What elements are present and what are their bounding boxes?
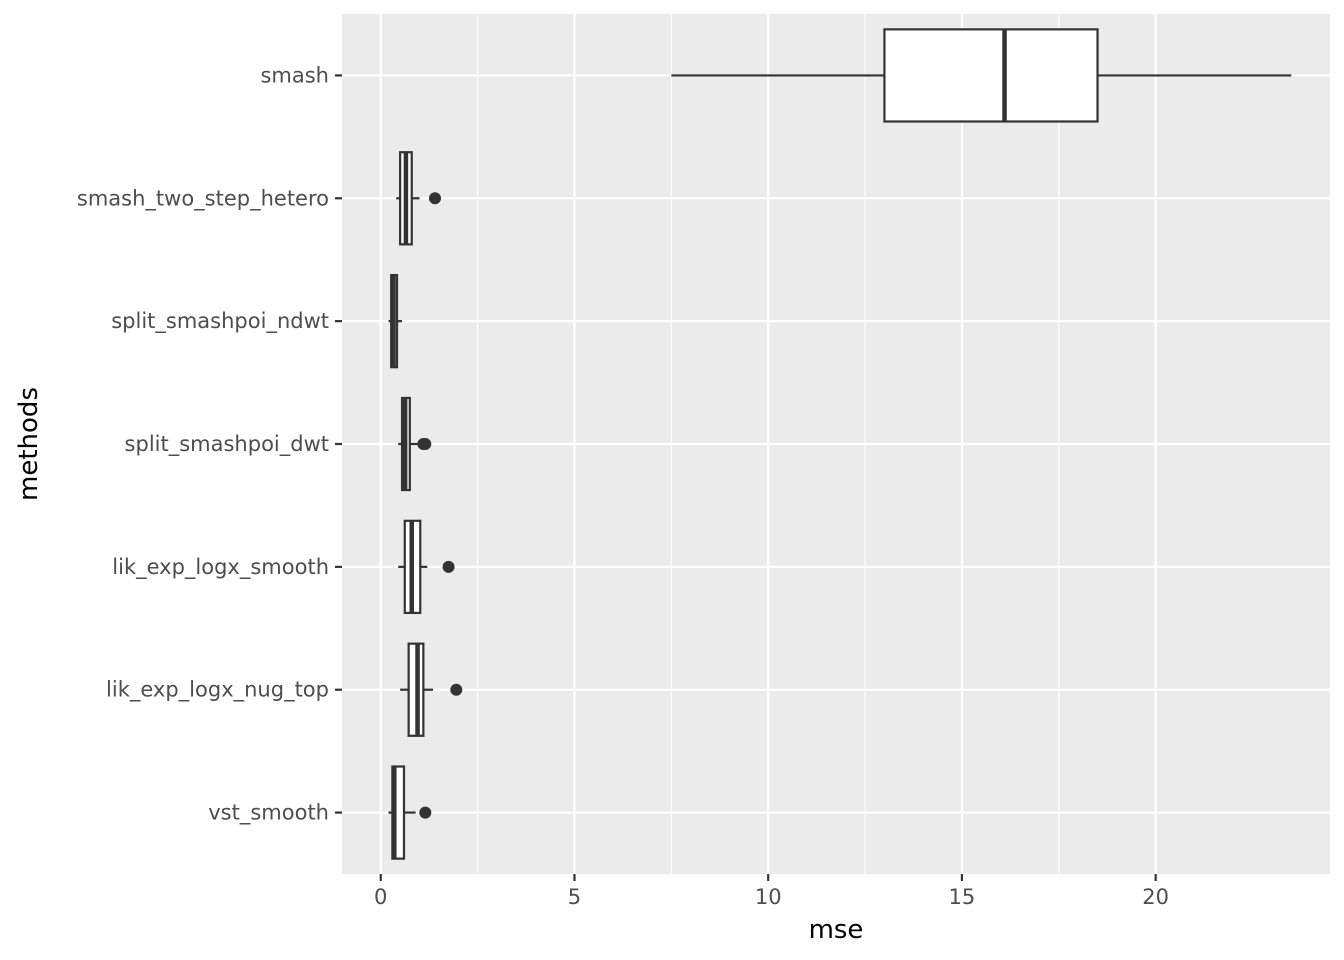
x-axis: 0 5 10 15 20 <box>374 874 1169 909</box>
y-tick-label: split_smashpoi_dwt <box>125 432 329 457</box>
y-axis-title: methods <box>14 387 44 501</box>
y-tick-label: vst_smooth <box>208 801 329 826</box>
x-tick-label: 20 <box>1142 885 1169 909</box>
outlier-point <box>428 192 441 205</box>
x-tick-label: 15 <box>949 885 976 909</box>
x-axis-title: mse <box>809 915 864 945</box>
y-tick-label: split_smashpoi_ndwt <box>111 309 329 334</box>
x-tick-label: 5 <box>568 885 581 909</box>
y-tick-label: smash_two_step_hetero <box>77 186 329 211</box>
boxes-layer <box>388 28 1292 860</box>
outlier-point <box>419 806 432 819</box>
x-tick-label: 0 <box>374 885 387 909</box>
y-tick-label: smash <box>260 63 329 87</box>
y-tick-label: lik_exp_logx_smooth <box>112 555 329 580</box>
outlier-point <box>450 683 463 696</box>
y-axis: smash smash_two_step_hetero split_smashpoi… <box>77 63 342 826</box>
x-tick-label: 10 <box>755 885 782 909</box>
y-tick-label: lik_exp_logx_nug_top <box>106 678 329 703</box>
outlier-point <box>442 560 455 573</box>
box <box>883 28 1099 123</box>
outlier-point <box>419 438 432 450</box>
